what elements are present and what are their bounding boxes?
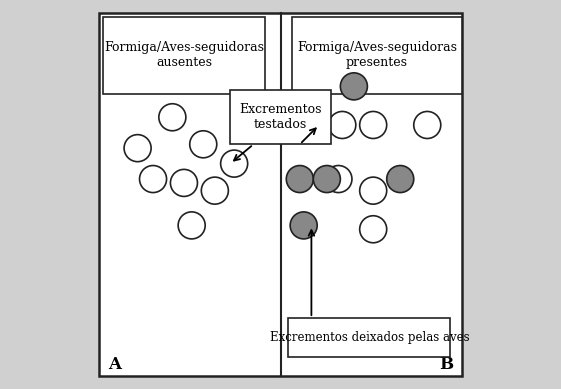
Circle shape [314, 166, 341, 193]
FancyBboxPatch shape [288, 318, 450, 357]
Circle shape [325, 166, 352, 193]
Circle shape [190, 131, 217, 158]
Circle shape [360, 216, 387, 243]
Circle shape [171, 169, 197, 196]
FancyBboxPatch shape [99, 13, 462, 376]
Circle shape [360, 177, 387, 204]
Circle shape [360, 112, 387, 138]
Circle shape [341, 73, 367, 100]
Circle shape [124, 135, 151, 162]
Circle shape [220, 150, 247, 177]
Text: Formiga/Aves-seguidoras
ausentes: Formiga/Aves-seguidoras ausentes [104, 42, 264, 70]
Circle shape [201, 177, 228, 204]
Text: Formiga/Aves-seguidoras
presentes: Formiga/Aves-seguidoras presentes [297, 42, 457, 70]
Circle shape [329, 112, 356, 138]
Circle shape [298, 112, 325, 138]
Circle shape [414, 112, 441, 138]
FancyBboxPatch shape [292, 17, 462, 94]
Circle shape [286, 166, 314, 193]
Circle shape [387, 166, 414, 193]
Circle shape [178, 212, 205, 239]
Text: A: A [108, 356, 121, 373]
Circle shape [159, 104, 186, 131]
Text: B: B [439, 356, 454, 373]
Text: Excrementos
testados: Excrementos testados [239, 103, 322, 131]
FancyBboxPatch shape [231, 90, 330, 144]
FancyBboxPatch shape [103, 17, 265, 94]
Circle shape [290, 212, 317, 239]
Text: Excrementos deixados pelas aves: Excrementos deixados pelas aves [269, 331, 469, 344]
Circle shape [140, 166, 167, 193]
